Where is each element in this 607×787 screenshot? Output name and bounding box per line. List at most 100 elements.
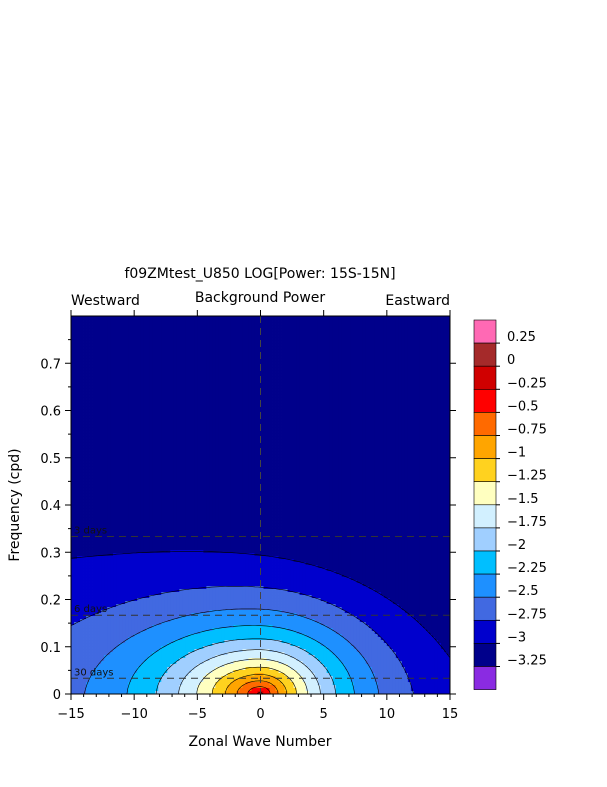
heatmap-cell bbox=[143, 382, 146, 385]
heatmap-cell bbox=[396, 319, 399, 322]
heatmap-cell bbox=[113, 385, 116, 388]
heatmap-cell bbox=[215, 403, 218, 406]
heatmap-cell bbox=[342, 406, 345, 409]
heatmap-cell bbox=[149, 358, 152, 361]
heatmap-cell bbox=[164, 367, 167, 370]
heatmap-cell bbox=[125, 367, 128, 370]
heatmap-cell bbox=[92, 343, 95, 346]
heatmap-cell bbox=[267, 328, 270, 331]
heatmap-cell bbox=[230, 331, 233, 334]
heatmap-cell bbox=[438, 391, 441, 394]
heatmap-cell bbox=[333, 373, 336, 376]
heatmap-cell bbox=[170, 319, 173, 322]
heatmap-cell bbox=[227, 337, 230, 340]
heatmap-cell bbox=[363, 382, 366, 385]
heatmap-cell bbox=[104, 400, 107, 403]
heatmap-cell bbox=[161, 322, 164, 325]
heatmap-cell bbox=[125, 415, 128, 418]
heatmap-cell bbox=[399, 376, 402, 379]
heatmap-cell bbox=[291, 400, 294, 403]
heatmap-cell bbox=[348, 418, 351, 421]
heatmap-cell bbox=[239, 373, 242, 376]
heatmap-cell bbox=[110, 403, 113, 406]
heatmap-cell bbox=[176, 406, 179, 409]
heatmap-cell bbox=[92, 418, 95, 421]
heatmap-cell bbox=[336, 373, 339, 376]
heatmap-cell bbox=[327, 328, 330, 331]
heatmap-cell bbox=[399, 400, 402, 403]
heatmap-cell bbox=[188, 394, 191, 397]
heatmap-cell bbox=[342, 379, 345, 382]
heatmap-cell bbox=[212, 322, 215, 325]
heatmap-cell bbox=[393, 355, 396, 358]
heatmap-cell bbox=[348, 415, 351, 418]
heatmap-cell bbox=[197, 421, 200, 424]
heatmap-cell bbox=[306, 355, 309, 358]
heatmap-cell bbox=[396, 328, 399, 331]
heatmap-cell bbox=[227, 415, 230, 418]
heatmap-cell bbox=[402, 334, 405, 337]
heatmap-cell bbox=[273, 331, 276, 334]
heatmap-cell bbox=[203, 400, 206, 403]
heatmap-cell bbox=[173, 358, 176, 361]
heatmap-cell bbox=[245, 346, 248, 349]
heatmap-cell bbox=[236, 391, 239, 394]
heatmap-cell bbox=[276, 427, 279, 430]
heatmap-cell bbox=[245, 400, 248, 403]
heatmap-cell bbox=[218, 367, 221, 370]
heatmap-cell bbox=[303, 364, 306, 367]
heatmap-cell bbox=[140, 433, 143, 436]
heatmap-cell bbox=[122, 394, 125, 397]
heatmap-cell bbox=[167, 322, 170, 325]
heatmap-cell bbox=[140, 334, 143, 337]
heatmap-cell bbox=[354, 352, 357, 355]
heatmap-cell bbox=[74, 361, 77, 364]
heatmap-cell bbox=[113, 349, 116, 352]
heatmap-cell bbox=[387, 358, 390, 361]
heatmap-cell bbox=[176, 376, 179, 379]
heatmap-cell bbox=[423, 415, 426, 418]
heatmap-cell bbox=[366, 334, 369, 337]
heatmap-cell bbox=[432, 400, 435, 403]
heatmap-cell bbox=[155, 403, 158, 406]
heatmap-cell bbox=[191, 367, 194, 370]
heatmap-cell bbox=[137, 400, 140, 403]
heatmap-cell bbox=[218, 430, 221, 433]
heatmap-cell bbox=[363, 355, 366, 358]
heatmap-cell bbox=[143, 412, 146, 415]
heatmap-cell bbox=[95, 382, 98, 385]
heatmap-cell bbox=[143, 385, 146, 388]
heatmap-cell bbox=[411, 370, 414, 373]
heatmap-cell bbox=[306, 385, 309, 388]
heatmap-cell bbox=[303, 391, 306, 394]
heatmap-cell bbox=[245, 319, 248, 322]
heatmap-cell bbox=[119, 412, 122, 415]
heatmap-cell bbox=[438, 319, 441, 322]
heatmap-cell bbox=[71, 433, 74, 436]
heatmap-cell bbox=[239, 355, 242, 358]
heatmap-cell bbox=[414, 415, 417, 418]
heatmap-cell bbox=[420, 337, 423, 340]
heatmap-cell bbox=[411, 346, 414, 349]
heatmap-cell bbox=[140, 328, 143, 331]
heatmap-cell bbox=[158, 382, 161, 385]
heatmap-cell bbox=[318, 322, 321, 325]
heatmap-cell bbox=[167, 346, 170, 349]
heatmap-cell bbox=[375, 316, 378, 319]
heatmap-cell bbox=[119, 433, 122, 436]
heatmap-cell bbox=[363, 331, 366, 334]
heatmap-cell bbox=[444, 352, 447, 355]
heatmap-cell bbox=[182, 316, 185, 319]
heatmap-cell bbox=[261, 427, 264, 430]
heatmap-cell bbox=[140, 421, 143, 424]
heatmap-cell bbox=[276, 355, 279, 358]
heatmap-cell bbox=[125, 340, 128, 343]
heatmap-cell bbox=[140, 355, 143, 358]
heatmap-cell bbox=[288, 424, 291, 427]
heatmap-cell bbox=[396, 316, 399, 319]
heatmap-cell bbox=[354, 424, 357, 427]
heatmap-cell bbox=[80, 400, 83, 403]
heatmap-cell bbox=[212, 394, 215, 397]
heatmap-cell bbox=[273, 400, 276, 403]
heatmap-cell bbox=[170, 400, 173, 403]
